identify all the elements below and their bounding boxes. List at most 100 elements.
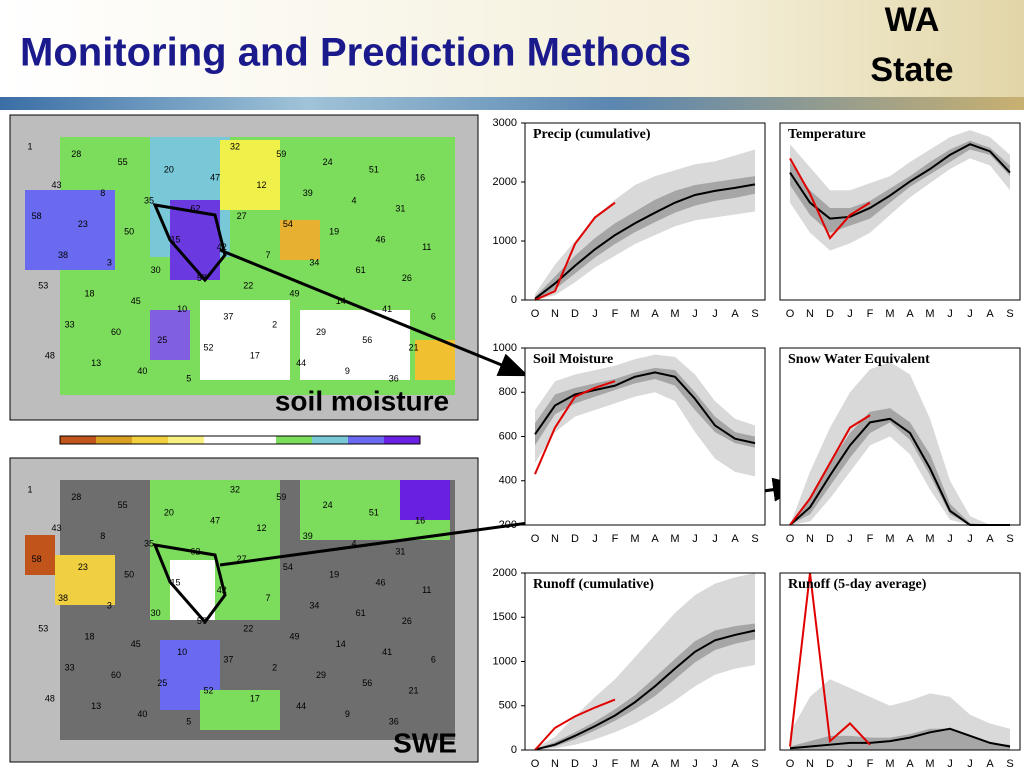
region-label: 52: [204, 686, 214, 696]
x-tick-label: N: [806, 758, 814, 768]
region-label: 26: [402, 273, 412, 283]
region-label: 10: [177, 647, 187, 657]
x-tick-label: M: [630, 758, 639, 768]
region-label: 15: [170, 234, 180, 244]
y-tick-label: 3000: [493, 117, 517, 129]
region-label: 30: [151, 608, 161, 618]
band: [790, 140, 1010, 233]
region-label: 50: [124, 227, 134, 237]
y-tick-label: 500: [499, 700, 517, 712]
region-label: 54: [283, 219, 293, 229]
x-tick-label: N: [551, 533, 559, 545]
region-label: 57: [197, 273, 207, 283]
x-tick-label: J: [947, 308, 953, 320]
x-tick-label: F: [867, 533, 874, 545]
y-tick-label: 2000: [493, 567, 517, 579]
region-label: 1: [27, 484, 32, 494]
region-label: 6: [431, 655, 436, 665]
region-label: 41: [382, 304, 392, 314]
region-label: 54: [283, 562, 293, 572]
map-label: SWE: [393, 727, 457, 758]
region-label: 21: [409, 686, 419, 696]
region-label: 61: [356, 265, 366, 275]
region-label: 2: [272, 662, 277, 672]
x-tick-label: J: [712, 533, 718, 545]
y-tick-label: 2000: [493, 176, 517, 188]
x-tick-label: J: [947, 758, 953, 768]
x-tick-label: A: [651, 533, 659, 545]
map-label: soil moisture: [275, 385, 449, 416]
region-label: 19: [329, 227, 339, 237]
y-tick-label: 1500: [493, 611, 517, 623]
band: [535, 573, 755, 750]
region-label: 4: [352, 539, 357, 549]
x-tick-label: D: [826, 758, 834, 768]
region-label: 23: [78, 219, 88, 229]
region-label: 23: [78, 562, 88, 572]
region-label: 37: [223, 312, 233, 322]
x-tick-label: A: [651, 758, 659, 768]
line: [789, 143, 1011, 220]
x-tick-label: A: [731, 758, 739, 768]
region-label: 3: [107, 601, 112, 611]
plot-frame: [779, 347, 1021, 526]
region-label: 53: [38, 281, 48, 291]
region-label: 18: [85, 631, 95, 641]
region-label: 33: [65, 662, 75, 672]
x-tick-label: A: [731, 533, 739, 545]
region-label: 38: [58, 250, 68, 260]
region-label: 56: [362, 335, 372, 345]
x-tick-label: J: [847, 758, 853, 768]
region-label: 42: [217, 585, 227, 595]
x-tick-label: D: [826, 533, 834, 545]
map-swe: [9, 457, 479, 763]
region-label: 14: [336, 296, 346, 306]
x-tick-label: O: [786, 533, 795, 545]
region-label: 44: [296, 358, 306, 368]
region-label: 45: [131, 639, 141, 649]
x-tick-label: J: [712, 758, 718, 768]
chart-title: Precip (cumulative): [533, 127, 651, 142]
basin-outline: [152, 203, 227, 283]
region-label: 14: [336, 639, 346, 649]
x-tick-label: D: [571, 533, 579, 545]
region-label: 46: [375, 577, 385, 587]
region-label: 15: [170, 577, 180, 587]
x-tick-label: F: [612, 533, 619, 545]
x-tick-label: N: [551, 308, 559, 320]
region-label: 34: [309, 601, 319, 611]
chart-title: Temperature: [788, 127, 866, 142]
x-tick-label: A: [986, 533, 994, 545]
region-label: 27: [237, 554, 247, 564]
x-tick-label: O: [786, 308, 795, 320]
region-label: 55: [118, 157, 128, 167]
x-tick-label: M: [670, 533, 679, 545]
region-label: 42: [217, 242, 227, 252]
region-label: 53: [38, 624, 48, 634]
x-tick-label: M: [630, 308, 639, 320]
region-label: 22: [243, 624, 253, 634]
plot-frame: [779, 572, 1021, 751]
badge: WA: [885, 1, 940, 39]
region-label: 46: [375, 234, 385, 244]
region-label: 62: [190, 546, 200, 556]
region-label: 22: [243, 281, 253, 291]
x-tick-label: J: [692, 308, 698, 320]
x-tick-label: F: [612, 308, 619, 320]
chart-title: Runoff (5-day average): [788, 577, 927, 592]
region-label: 47: [210, 515, 220, 525]
region-label: 4: [352, 196, 357, 206]
x-tick-label: F: [612, 758, 619, 768]
band: [790, 408, 1010, 525]
region-label: 48: [45, 693, 55, 703]
region-label: 58: [32, 211, 42, 221]
region-label: 40: [137, 709, 147, 719]
x-tick-label: O: [531, 533, 540, 545]
plot-frame: [524, 122, 766, 301]
region-label: 16: [415, 515, 425, 525]
x-tick-label: J: [967, 758, 973, 768]
region-label: 18: [85, 288, 95, 298]
region-label: 38: [58, 593, 68, 603]
colorbar: [59, 435, 421, 445]
x-tick-label: J: [592, 308, 598, 320]
